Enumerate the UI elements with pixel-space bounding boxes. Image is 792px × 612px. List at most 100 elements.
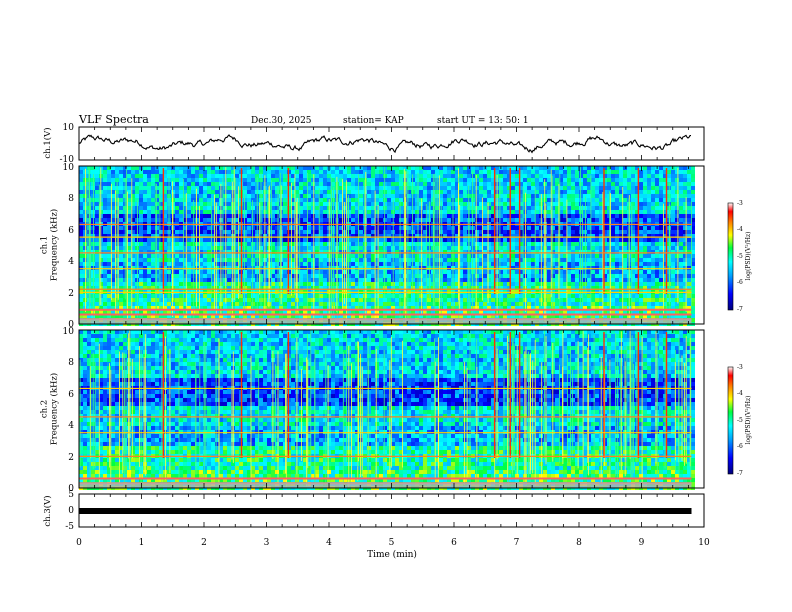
spectrogram-cell [311, 242, 315, 246]
spectrogram-cell [691, 270, 695, 274]
spectrogram-cell [455, 230, 459, 234]
spectrogram-cell [663, 262, 667, 266]
spectrogram-cell [351, 258, 355, 262]
spectrogram-cell [183, 262, 187, 266]
spectrogram-cell [315, 234, 319, 238]
spectrogram-cell [627, 182, 631, 186]
spectrogram-cell [559, 266, 563, 270]
spectrogram-cell [215, 166, 219, 170]
spectrogram-cell [399, 194, 403, 198]
spectrogram-cell [427, 170, 431, 174]
spectrogram-cell [395, 274, 399, 278]
spectrogram-cell [447, 170, 451, 174]
spectrogram-cell [683, 198, 687, 202]
spectrogram-cell [523, 190, 527, 194]
spectrogram-cell [559, 194, 563, 198]
spectrogram-cell [659, 214, 663, 218]
spectrogram-cell [311, 246, 315, 250]
spectrogram-cell [599, 186, 603, 190]
spectrogram-cell [547, 182, 551, 186]
spectrogram-cell [511, 270, 515, 274]
spectrogram-cell [459, 178, 463, 182]
spectrogram-cell [355, 170, 359, 174]
spectrogram-cell [207, 190, 211, 194]
spectrogram-cell [103, 266, 107, 270]
spectrogram-cell [419, 182, 423, 186]
spectrogram-cell [571, 186, 575, 190]
spectrogram-cell [531, 206, 535, 210]
spectrogram-cell [403, 266, 407, 270]
spectrogram-cell [587, 214, 591, 218]
spectrogram-cell [659, 246, 663, 250]
spectrogram-cell [459, 210, 463, 214]
spectrogram-cell [79, 254, 83, 258]
spectrogram-cell [611, 286, 615, 290]
spectrogram-cell [635, 278, 639, 282]
spectrogram-cell [163, 238, 167, 242]
spectrogram-cell [215, 238, 219, 242]
spectrogram-cell [351, 242, 355, 246]
spectrogram-cell [367, 178, 371, 182]
spectrogram-cell [215, 250, 219, 254]
spectrogram-cell [655, 270, 659, 274]
spectrogram-cell [307, 226, 311, 230]
spectrogram-cell [211, 206, 215, 210]
spectrogram-cell [367, 282, 371, 286]
spectrogram-cell [191, 262, 195, 266]
spectrogram-cell [655, 286, 659, 290]
spectrogram-cell [323, 178, 327, 182]
spectrogram-cell [163, 246, 167, 250]
spectrogram-cell [475, 218, 479, 222]
spectrogram-cell [247, 286, 251, 290]
spectrogram-cell [463, 274, 467, 278]
spectrogram-cell [559, 182, 563, 186]
spectrogram-cell [407, 278, 411, 282]
spectrogram-cell [571, 266, 575, 270]
spectrogram-cell [395, 266, 399, 270]
spectrogram-cell [183, 246, 187, 250]
spectrogram-cell [131, 182, 135, 186]
spectrogram-cell [643, 262, 647, 266]
spectrogram-cell [303, 190, 307, 194]
spectrogram-cell [143, 178, 147, 182]
spectrogram-cell [491, 174, 495, 178]
spectrogram-cell [303, 278, 307, 282]
spectrogram-cell [527, 234, 531, 238]
spectrogram-cell [579, 262, 583, 266]
spectrogram-cell [103, 210, 107, 214]
spectrogram-cell [331, 170, 335, 174]
spectrogram-cell [227, 178, 231, 182]
spectrogram-cell [403, 254, 407, 258]
spectrogram-cell [207, 278, 211, 282]
spectrogram-cell [231, 190, 235, 194]
spectrogram-cell [399, 190, 403, 194]
spectrogram-cell [507, 210, 511, 214]
spectrogram-cell [371, 274, 375, 278]
spectrogram-cell [139, 218, 143, 222]
spectrogram-cell [463, 186, 467, 190]
spectrogram-cell [683, 230, 687, 234]
spectrogram-cell [607, 270, 611, 274]
spectrogram-cell [303, 274, 307, 278]
spectrogram-cell [223, 182, 227, 186]
spectrogram-cell [151, 178, 155, 182]
spectrogram-cell [555, 170, 559, 174]
spectrogram-cell [627, 178, 631, 182]
spectrogram-cell [527, 202, 531, 206]
spectrogram-cell [447, 182, 451, 186]
spectrogram-cell [251, 282, 255, 286]
spectrogram-cell [155, 282, 159, 286]
spectrogram-cell [387, 198, 391, 202]
spectrogram-cell [235, 242, 239, 246]
spectrogram-cell [407, 186, 411, 190]
spectrogram-cell [415, 266, 419, 270]
spectrogram-cell [375, 262, 379, 266]
spectrogram-cell [315, 246, 319, 250]
spectrogram-cell [343, 182, 347, 186]
ch1-ytick-top: 10 [63, 123, 75, 133]
spectrogram-cell [159, 210, 163, 214]
spectrogram-cell [407, 242, 411, 246]
spectrogram-cell [315, 270, 319, 274]
spectrogram-cell [303, 246, 307, 250]
spectrogram-cell [223, 218, 227, 222]
